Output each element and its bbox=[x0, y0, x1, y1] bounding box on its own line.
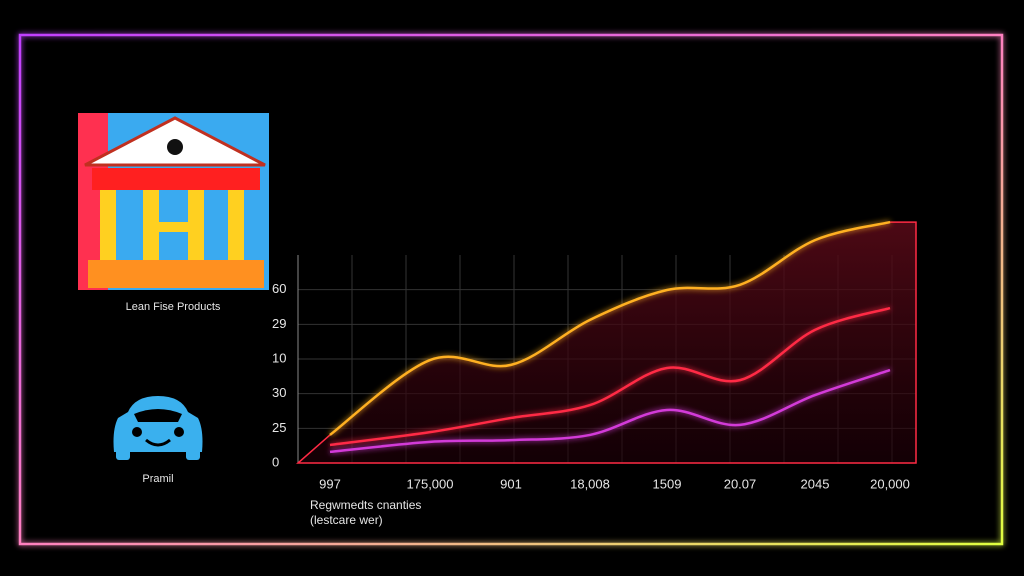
icon-label: Pramil bbox=[142, 473, 173, 485]
area bbox=[296, 221, 917, 464]
y-tick-label: 30 bbox=[272, 385, 286, 400]
series-line bbox=[329, 368, 891, 454]
bank-icon bbox=[78, 113, 269, 290]
x-tick-label: 20,000 bbox=[870, 476, 910, 491]
icon-label: Lean Fise Products bbox=[126, 301, 221, 313]
x-tick-label: 18,008 bbox=[570, 476, 610, 491]
y-tick-label: 0 bbox=[272, 454, 279, 469]
x-tick-label: 2045 bbox=[801, 476, 830, 491]
x-tick-label: 175,000 bbox=[407, 476, 454, 491]
x-tick-label: 1509 bbox=[653, 476, 682, 491]
y-tick-label: 25 bbox=[272, 420, 286, 435]
y-tick-label: 29 bbox=[272, 316, 286, 331]
car-icon bbox=[113, 396, 203, 460]
neon-frame bbox=[18, 33, 1004, 546]
series-line bbox=[329, 220, 891, 436]
x-axis-label: (lestcare wer) bbox=[310, 513, 383, 527]
series-line bbox=[329, 306, 891, 447]
y-tick-label: 10 bbox=[272, 350, 286, 365]
x-tick-label: 901 bbox=[500, 476, 522, 491]
y-tick-label: 60 bbox=[272, 281, 286, 296]
x-tick-label: 20.07 bbox=[724, 476, 757, 491]
x-axis-label: Regwmedts cnanties bbox=[310, 498, 421, 512]
x-tick-label: 997 bbox=[319, 476, 341, 491]
